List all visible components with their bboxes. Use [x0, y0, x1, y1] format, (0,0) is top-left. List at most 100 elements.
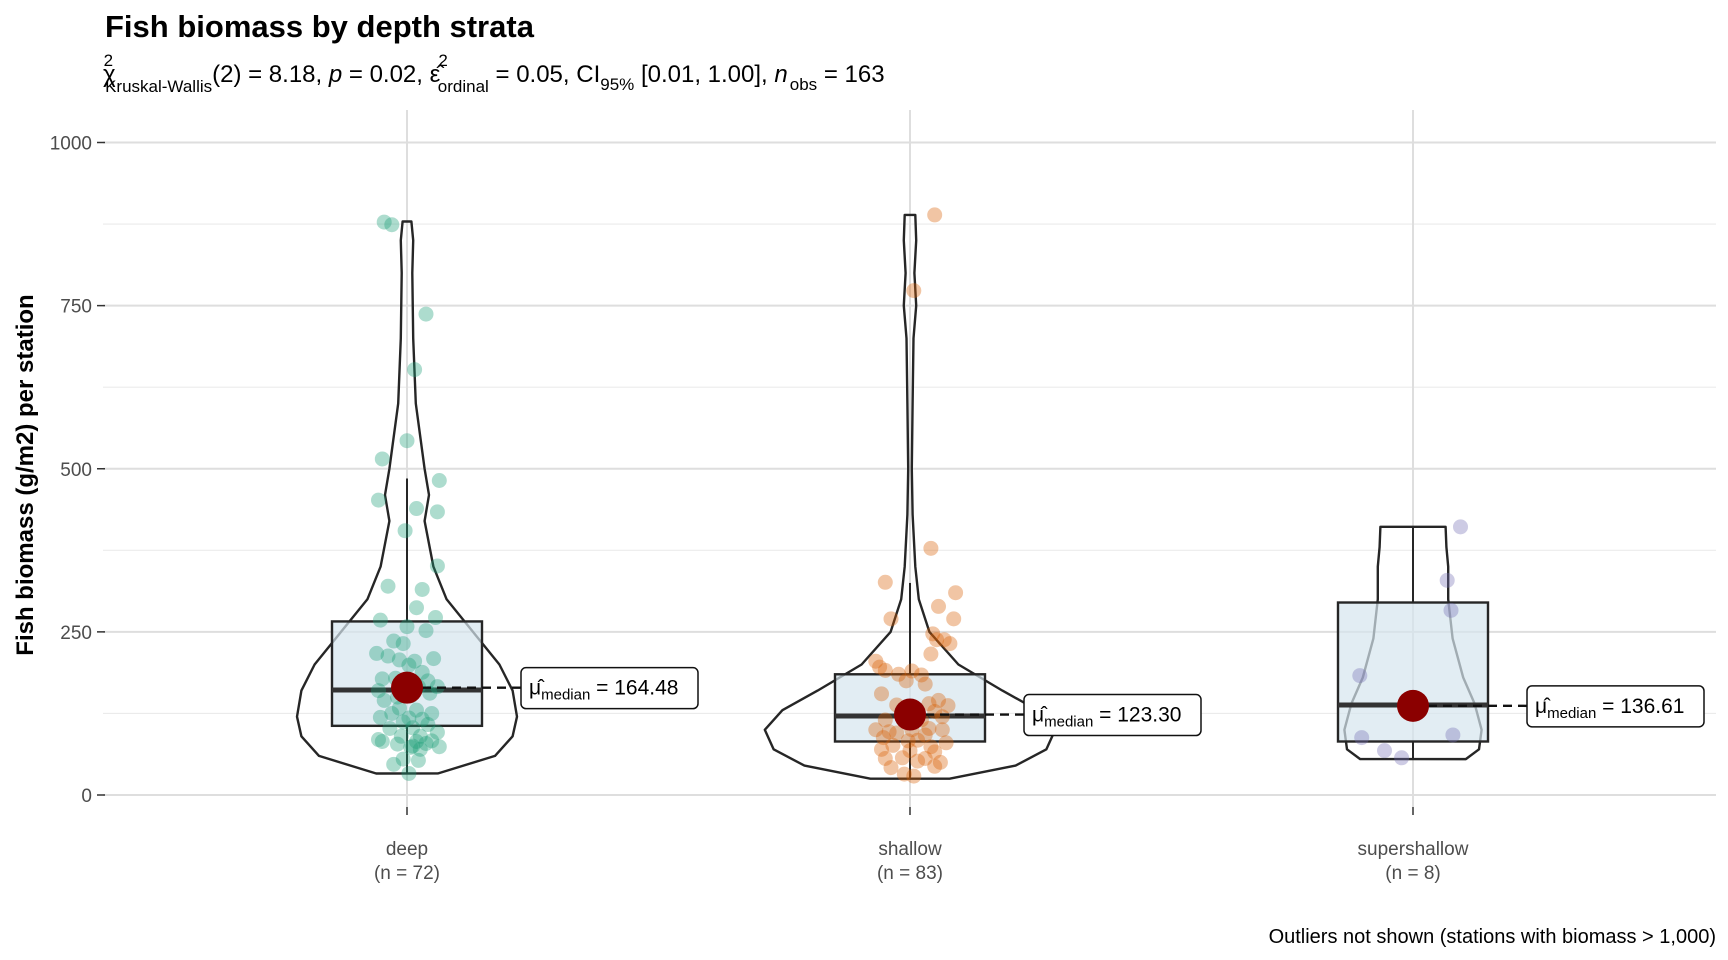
data-point-deep [428, 610, 443, 626]
data-point-shallow [929, 632, 945, 648]
data-point-shallow [940, 698, 956, 714]
median-label-sub: median [541, 687, 590, 704]
data-point-deep [372, 709, 388, 725]
data-point-shallow [948, 585, 964, 601]
subtitle-p-label: p [328, 61, 342, 88]
data-point-shallow [923, 646, 939, 662]
data-point-shallow [927, 744, 943, 760]
data-point-shallow [934, 709, 950, 725]
data-point-deep [390, 736, 405, 752]
data-point-deep [401, 765, 417, 781]
median-label-deep: μ̂median = 164.48 [529, 677, 678, 704]
data-point-deep [407, 653, 423, 669]
data-point-supershallow [1439, 572, 1455, 588]
data-point-shallow [927, 758, 943, 774]
data-point-deep [401, 710, 417, 726]
median-label-box-shallow [1023, 693, 1202, 737]
data-point-deep [380, 578, 396, 594]
data-point-shallow [881, 724, 897, 740]
data-point-shallow [896, 766, 912, 782]
data-point-deep [422, 685, 438, 701]
data-point-shallow [877, 712, 893, 728]
median-point-supershallow [1397, 689, 1429, 722]
data-point-shallow [927, 207, 943, 223]
data-point-deep [426, 651, 442, 667]
median-label-box-deep [520, 666, 699, 710]
data-point-shallow [877, 662, 893, 678]
y-tick-label: 250 [60, 623, 92, 644]
subtitle-p-value: = 0.02, [342, 61, 429, 88]
data-point-deep [424, 733, 440, 749]
x-tick-count: (n = 8) [1385, 863, 1440, 884]
chart-title: Fish biomass by depth strata [105, 9, 535, 44]
subtitle-chi-sup: 2 [104, 51, 113, 70]
subtitle-ci-sub: 95% [600, 75, 634, 94]
data-point-deep [374, 451, 390, 467]
x-tick-label: supershallow [1358, 839, 1469, 860]
caption: Outliers not shown (stations with biomas… [1269, 926, 1716, 948]
data-point-deep [412, 741, 428, 757]
y-tick-label: 500 [60, 460, 92, 481]
data-point-shallow [900, 733, 916, 749]
data-point-deep [391, 652, 407, 668]
subtitle-chi: χ [103, 61, 116, 88]
data-point-shallow [875, 730, 891, 746]
x-tick-label: deep [386, 839, 428, 860]
median-label-eq: = [1596, 695, 1620, 718]
data-point-deep [399, 433, 415, 449]
x-tick-count: (n = 72) [374, 863, 440, 884]
data-point-deep [429, 558, 445, 574]
data-point-shallow [877, 574, 893, 590]
data-point-shallow [891, 666, 907, 682]
data-point-shallow [885, 737, 901, 753]
data-point-shallow [902, 743, 918, 759]
median-markers: μ̂median = 164.48μ̂median = 123.30 μ̂medi… [391, 666, 1705, 737]
data-point-deep [409, 501, 424, 517]
data-point-deep [376, 214, 392, 230]
data-point-deep [372, 612, 388, 628]
data-point-deep [374, 671, 390, 687]
median-label-mu: μ̂ [529, 677, 545, 700]
data-point-deep [420, 717, 436, 733]
data-point-deep [414, 581, 430, 597]
y-tick-label: 0 [81, 786, 92, 807]
median-label-mu: μ̂ [1032, 704, 1048, 727]
data-point-supershallow [1443, 602, 1459, 618]
data-point-shallow [877, 750, 893, 766]
data-point-supershallow [1377, 743, 1392, 759]
data-point-deep [429, 504, 445, 520]
violin-shallow [763, 213, 1057, 780]
chart-subtitle: χ2 Kruskal-Wallis(2) = 8.18, p = 0.02, ε̂… [103, 51, 885, 96]
data-point-shallow [910, 753, 926, 769]
data-point-shallow [883, 611, 899, 627]
data-point-deep [405, 720, 421, 736]
data-point-deep [414, 664, 430, 680]
data-point-shallow [942, 636, 958, 652]
data-point-shallow [889, 725, 905, 741]
data-point-deep [418, 735, 434, 751]
subtitle-n-sub: obs [790, 75, 817, 94]
data-point-shallow [917, 750, 933, 766]
data-point-shallow [921, 720, 937, 736]
subtitle-n-value: = 163 [817, 61, 884, 88]
data-point-deep [418, 306, 434, 322]
data-point-shallow [872, 659, 888, 675]
data-point-shallow [921, 696, 937, 712]
data-point-deep [424, 705, 440, 721]
data-point-deep [391, 700, 407, 716]
data-point-shallow [938, 735, 954, 751]
median-label-value: 136.61 [1620, 695, 1684, 718]
data-point-deep [431, 739, 447, 755]
data-point-shallow [917, 676, 933, 692]
data-point-deep [382, 720, 398, 736]
data-point-deep [420, 673, 436, 689]
axes: 0 250 500 750 1000 deep (n = 72) shallow (n = 83… [50, 134, 1469, 885]
data-point-deep [395, 636, 411, 652]
x-tick-label: shallow [878, 839, 942, 860]
median-label-sub: median [1547, 705, 1596, 722]
x-tick-count: (n = 83) [877, 863, 943, 884]
median-label-mu: μ̂ [1535, 695, 1551, 718]
data-point-supershallow [1394, 750, 1410, 766]
subtitle-n-label: n [774, 61, 787, 88]
